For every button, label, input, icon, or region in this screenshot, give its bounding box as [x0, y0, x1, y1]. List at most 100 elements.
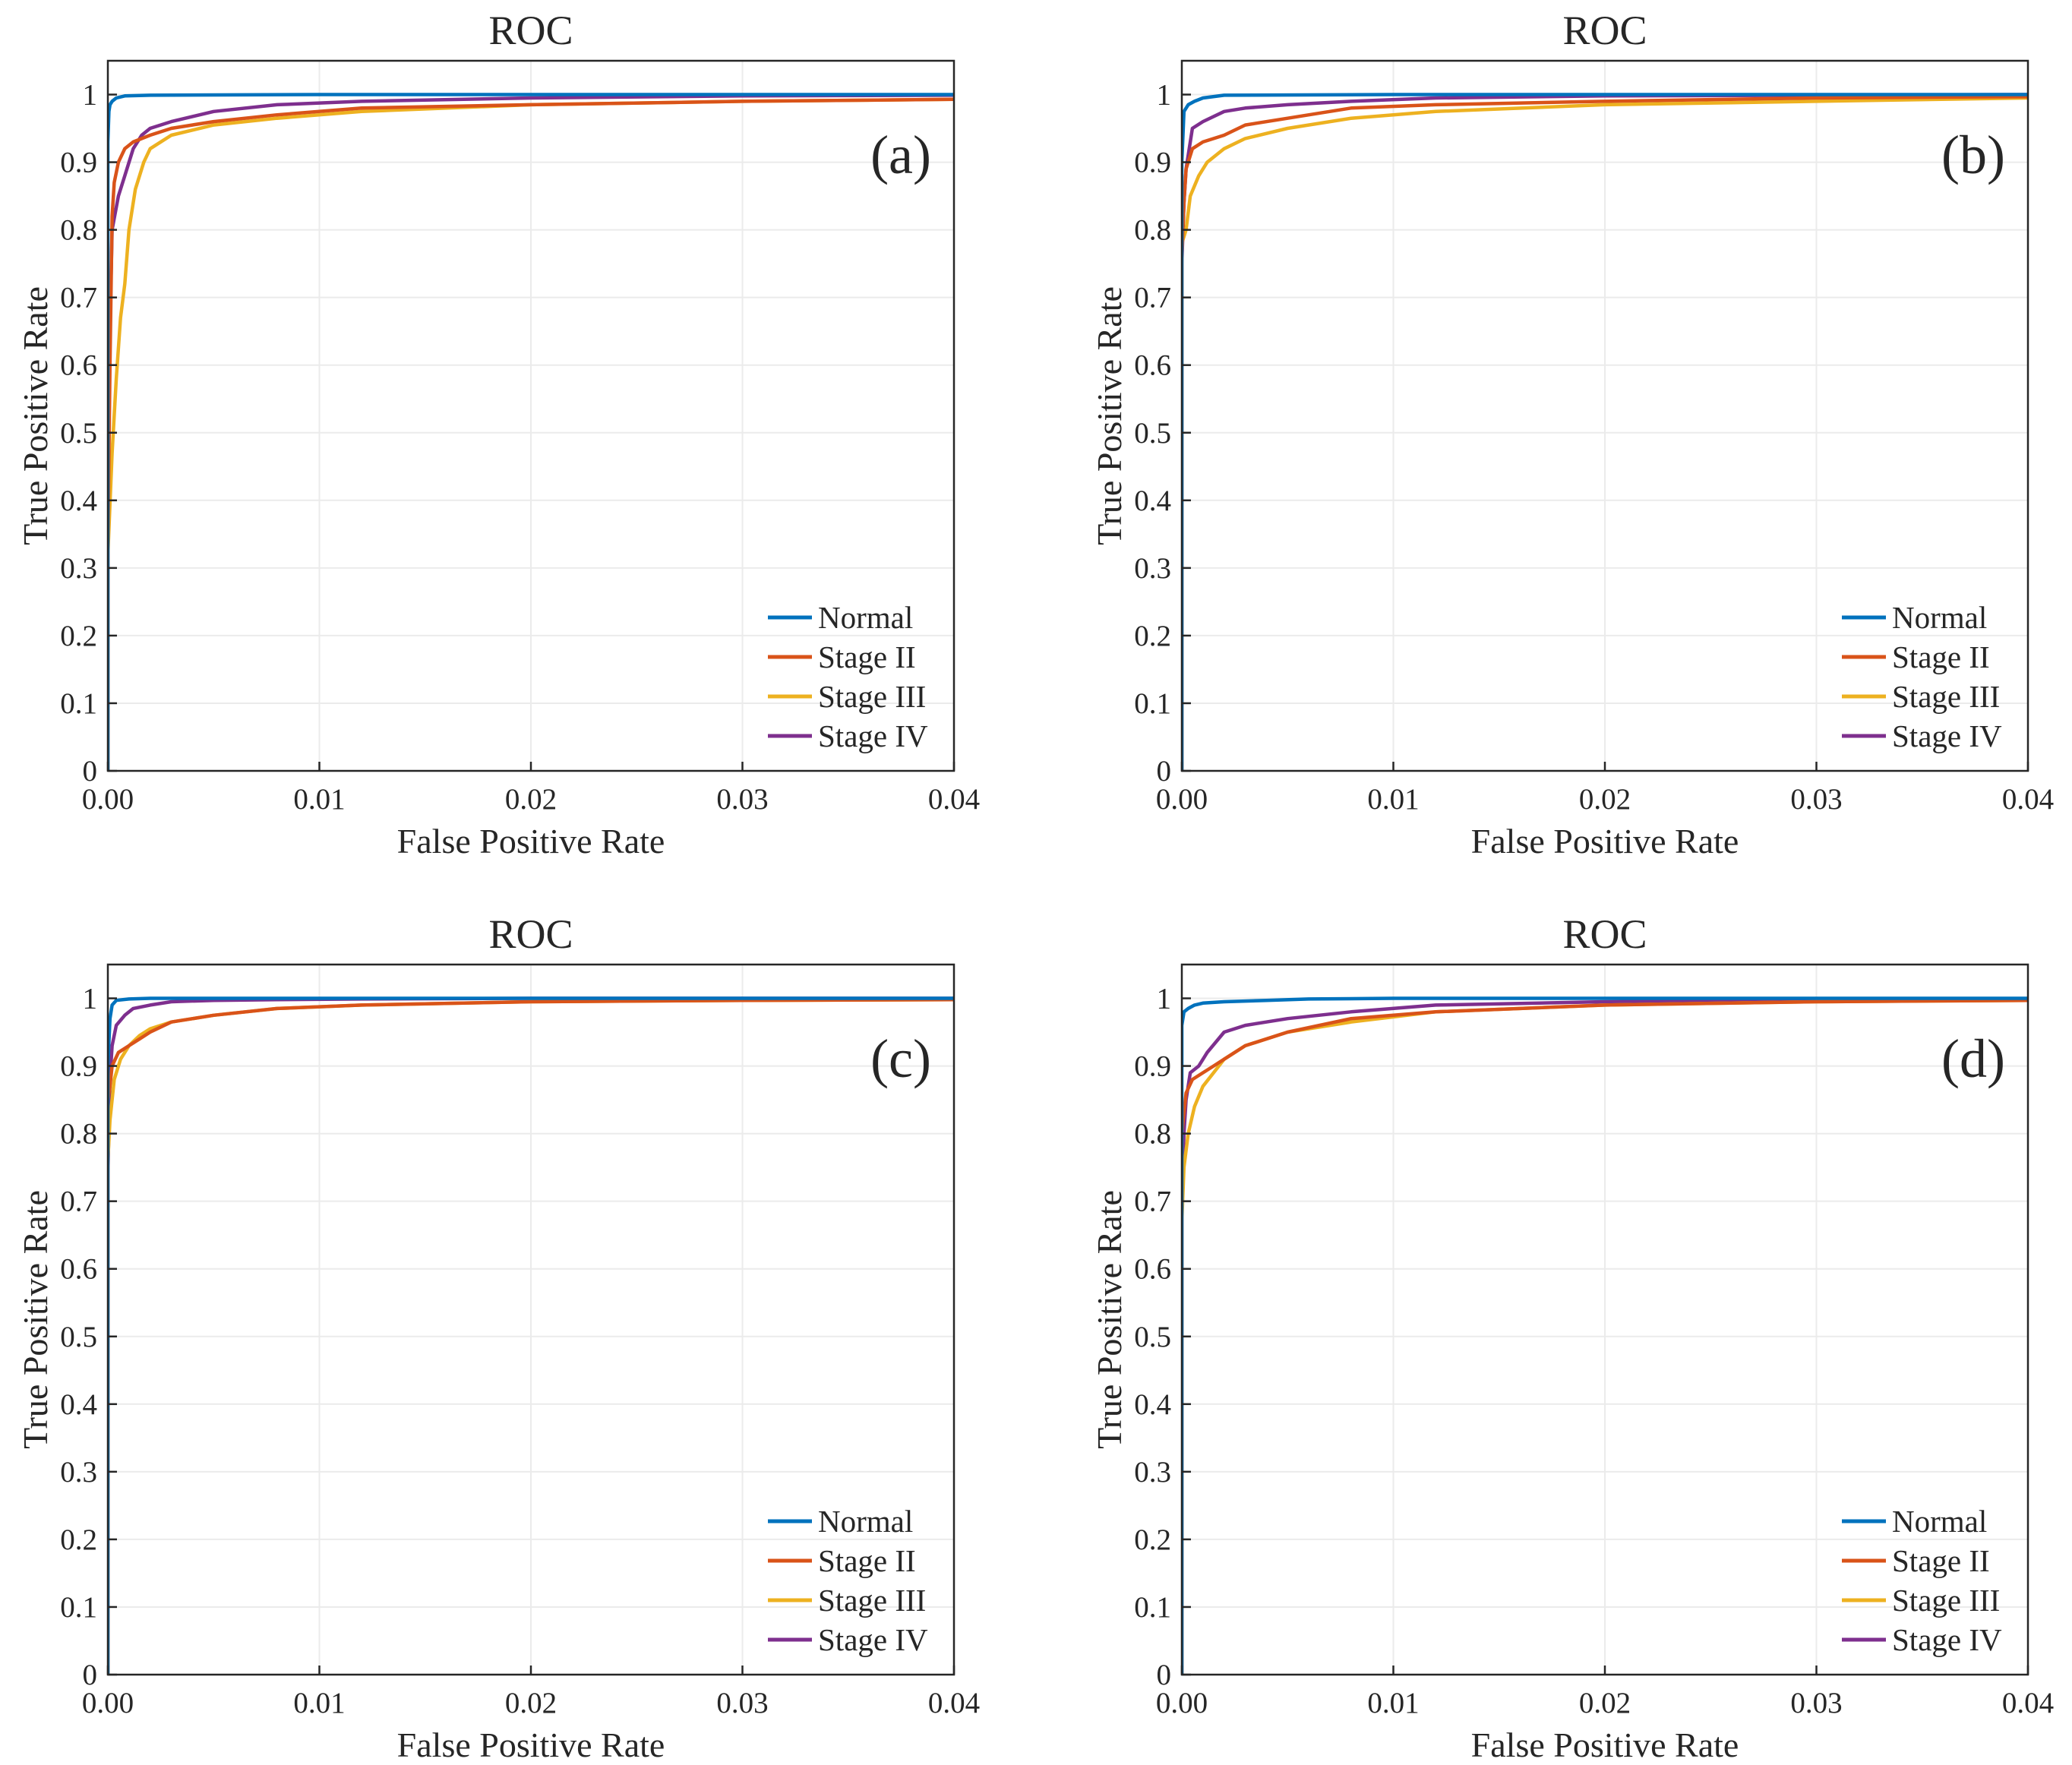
y-tick-label: 1 — [83, 983, 98, 1015]
series-group — [1182, 996, 2028, 1675]
y-axis-label: True Positive Rate — [16, 1190, 55, 1449]
y-tick-label: 0.5 — [1134, 417, 1171, 450]
y-tick-label: 0.3 — [60, 552, 97, 585]
y-tick-label: 0.6 — [60, 1253, 97, 1286]
x-axis-label: False Positive Rate — [397, 1726, 665, 1764]
legend: Normal Stage II Stage III Stage IV — [768, 600, 928, 753]
roc-panel: 0.00 0.01 0.02 0.03 0.04 0 0.1 0.2 0.3 0.4 0.5 0.6 0… — [16, 911, 980, 1764]
x-tick-label: 0.04 — [928, 1687, 980, 1719]
chart-title: ROC — [488, 911, 573, 957]
legend-entry: Stage II — [818, 639, 916, 674]
y-tick-label: 0.6 — [1134, 349, 1171, 382]
y-tick-label: 0.1 — [1134, 687, 1171, 720]
y-tick-label: 0.2 — [1134, 1523, 1171, 1556]
legend-entry: Normal — [818, 1504, 913, 1539]
legend-entry: Normal — [818, 600, 913, 635]
y-tick-label: 0.9 — [1134, 147, 1171, 179]
legend: Normal Stage II Stage III Stage IV — [1842, 600, 2002, 753]
y-tick-label: 0.7 — [60, 282, 97, 314]
x-tick-label: 0.02 — [1579, 1687, 1631, 1719]
y-tick-label: 1 — [83, 79, 98, 112]
x-tick-label: 0.00 — [1156, 783, 1208, 816]
x-tick-label: 0.01 — [293, 1687, 345, 1719]
legend-entry: Normal — [1892, 1504, 1987, 1539]
x-tick-label: 0.03 — [1790, 1687, 1842, 1719]
y-tick-label: 0 — [1157, 755, 1172, 788]
y-tick-label: 0.5 — [60, 417, 97, 450]
y-tick-label: 0.1 — [60, 1591, 97, 1624]
y-tick-label: 0.9 — [60, 147, 97, 179]
y-tick-label: 0.2 — [60, 1523, 97, 1556]
legend-entry: Stage III — [1892, 1583, 2000, 1618]
legend-entry: Stage II — [1892, 639, 1990, 674]
x-axis-label: False Positive Rate — [1471, 822, 1739, 860]
x-axis-label: False Positive Rate — [1471, 1726, 1739, 1764]
y-tick-label: 0.5 — [60, 1321, 97, 1353]
legend-entry: Stage IV — [818, 718, 928, 753]
x-tick-label: 0.00 — [82, 783, 134, 816]
y-tick-label: 0.8 — [60, 1118, 97, 1151]
y-tick-label: 0.8 — [1134, 214, 1171, 247]
y-tick-label: 0.3 — [60, 1456, 97, 1489]
legend-entry: Normal — [1892, 600, 1987, 635]
panel-label: (b) — [1941, 125, 2005, 185]
y-tick-label: 0.2 — [1134, 620, 1171, 652]
y-axis-label: True Positive Rate — [16, 286, 55, 545]
series-line-stage-iii — [1182, 96, 2028, 771]
legend-entry: Stage II — [818, 1543, 916, 1578]
legend-entry: Stage III — [1892, 679, 2000, 714]
y-tick-label: 0 — [1157, 1659, 1172, 1691]
x-tick-label: 0.01 — [1367, 1687, 1419, 1719]
x-tick-label: 0.02 — [505, 1687, 557, 1719]
y-tick-label: 0.4 — [1134, 485, 1171, 517]
y-tick-label: 0.3 — [1134, 552, 1171, 585]
series-line-stage-ii — [1182, 998, 2028, 1675]
x-tick-label: 0.03 — [1790, 783, 1842, 816]
x-tick-label: 0.03 — [716, 1687, 768, 1719]
y-tick-label: 0.7 — [60, 1186, 97, 1218]
y-tick-label: 0.7 — [1134, 1186, 1171, 1218]
roc-panel: 0.00 0.01 0.02 0.03 0.04 0 0.1 0.2 0.3 0.4 0.5 0.6 0… — [1090, 911, 2054, 1764]
legend-entry: Stage IV — [1892, 718, 2002, 753]
y-tick-label: 1 — [1157, 79, 1172, 112]
y-tick-label: 0.2 — [60, 620, 97, 652]
legend-entry: Stage II — [1892, 1543, 1990, 1578]
series-line-stage-ii — [108, 998, 954, 1675]
legend: Normal Stage II Stage III Stage IV — [1842, 1504, 2002, 1657]
x-axis-label: False Positive Rate — [397, 822, 665, 860]
legend: Normal Stage II Stage III Stage IV — [768, 1504, 928, 1657]
y-tick-label: 0.6 — [1134, 1253, 1171, 1286]
y-tick-label: 0.1 — [60, 687, 97, 720]
y-tick-label: 0.9 — [1134, 1050, 1171, 1083]
legend-entry: Stage IV — [1892, 1622, 2002, 1657]
series-line-stage-iii — [108, 97, 954, 771]
x-tick-label: 0.02 — [1579, 783, 1631, 816]
x-tick-label: 0.04 — [2002, 783, 2054, 816]
y-tick-label: 0 — [83, 755, 98, 788]
y-axis-label: True Positive Rate — [1090, 286, 1129, 545]
series-line-stage-ii — [108, 97, 954, 771]
chart-title: ROC — [1562, 8, 1647, 53]
roc-panel: 0.00 0.01 0.02 0.03 0.04 0 0.1 0.2 0.3 0.4 0.5 0.6 0… — [16, 8, 980, 860]
y-axis-label: True Positive Rate — [1090, 1190, 1129, 1449]
y-tick-label: 0.9 — [60, 1050, 97, 1083]
x-tick-label: 0.04 — [2002, 1687, 2054, 1719]
y-tick-label: 0.6 — [60, 349, 97, 382]
chart-title: ROC — [1562, 911, 1647, 957]
series-line-stage-ii — [1182, 94, 2028, 771]
legend-entry: Stage IV — [818, 1622, 928, 1657]
y-tick-label: 1 — [1157, 983, 1172, 1015]
y-tick-label: 0.8 — [60, 214, 97, 247]
y-tick-label: 0.7 — [1134, 282, 1171, 314]
y-tick-label: 0.5 — [1134, 1321, 1171, 1353]
y-tick-label: 0.4 — [1134, 1388, 1171, 1421]
series-line-normal — [1182, 996, 2028, 1675]
x-tick-label: 0.04 — [928, 783, 980, 816]
panel-label: (d) — [1941, 1028, 2005, 1089]
roc-panel: 0.00 0.01 0.02 0.03 0.04 0 0.1 0.2 0.3 0.4 0.5 0.6 0… — [1090, 8, 2054, 860]
x-tick-label: 0.03 — [716, 783, 768, 816]
y-tick-label: 0 — [83, 1659, 98, 1691]
y-tick-label: 0.1 — [1134, 1591, 1171, 1624]
panel-label: (a) — [870, 125, 931, 185]
